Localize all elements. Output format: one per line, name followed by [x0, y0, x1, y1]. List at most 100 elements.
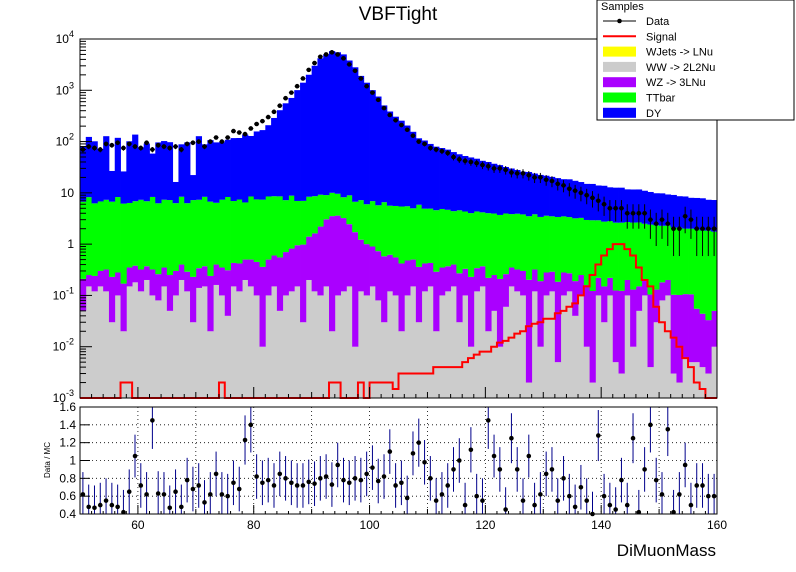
hist-bar — [276, 196, 284, 258]
hist-bar — [236, 263, 243, 292]
hist-bar — [201, 196, 208, 267]
hist-bar — [404, 260, 411, 296]
hist-bar — [693, 308, 701, 363]
hist-bar — [601, 286, 608, 323]
ratio-point — [306, 459, 312, 505]
ratio-point — [497, 447, 503, 492]
hist-bar — [97, 201, 104, 271]
ratio-point — [422, 439, 427, 485]
ratio-point — [300, 463, 306, 508]
hist-bar — [427, 262, 434, 287]
hist-bar — [491, 213, 498, 276]
data-marker — [329, 50, 335, 55]
hist-bar — [554, 178, 562, 217]
ratio-y-tick-label: 1 — [69, 454, 76, 468]
ratio-point — [155, 471, 161, 514]
data-point — [526, 170, 532, 181]
ratio-point — [474, 473, 479, 514]
hist-bar — [132, 282, 139, 398]
hist-bar — [178, 196, 185, 265]
data-point — [103, 141, 109, 147]
hist-bar — [415, 266, 423, 323]
ratio-marker — [677, 492, 682, 497]
ratio-marker — [115, 504, 120, 510]
ratio-point — [595, 410, 601, 462]
ratio-point — [225, 473, 230, 514]
ratio-marker — [503, 507, 508, 512]
data-marker — [277, 103, 283, 109]
ratio-point — [572, 484, 578, 514]
hist-bar — [531, 269, 538, 292]
hist-bar — [705, 373, 712, 398]
hist-bar — [184, 142, 191, 204]
ratio-point — [167, 485, 173, 514]
hist-bar — [213, 202, 220, 265]
hist-bar — [323, 219, 330, 287]
data-point — [126, 141, 132, 147]
hist-bar — [415, 138, 423, 205]
hist-bar — [508, 267, 515, 287]
data-point — [340, 56, 346, 61]
hist-bar — [340, 218, 347, 292]
ratio-point — [543, 451, 549, 497]
hist-bar — [166, 200, 174, 276]
data-point — [207, 139, 213, 144]
hist-bar — [496, 165, 504, 215]
data-point — [543, 175, 549, 186]
ratio-point — [682, 442, 688, 488]
hist-bar — [300, 244, 307, 323]
data-marker — [248, 126, 254, 131]
hist-bar — [682, 294, 689, 359]
hist-bar — [195, 268, 203, 288]
data-marker — [688, 217, 694, 222]
hist-bar — [491, 275, 498, 311]
ratio-marker — [346, 480, 352, 486]
data-point — [120, 145, 126, 151]
hist-bar — [126, 286, 133, 398]
hist-bar — [161, 199, 168, 268]
data-marker — [584, 192, 590, 198]
hist-bar — [375, 251, 382, 301]
hist-bar — [247, 286, 255, 398]
legend: Samples Data Signal WJets -> LNu WW -> 2L2N… — [596, 0, 795, 121]
data-point — [532, 172, 538, 184]
data-marker — [352, 68, 358, 74]
ratio-marker — [242, 437, 248, 443]
data-point — [688, 209, 694, 239]
ratio-point — [323, 454, 329, 499]
signal-line — [80, 243, 717, 399]
hist-bar — [653, 225, 660, 290]
data-point — [288, 90, 294, 95]
data-point — [711, 216, 717, 257]
hist-bar — [647, 191, 654, 225]
data-marker — [648, 217, 653, 222]
data-point — [230, 128, 236, 134]
ratio-point — [503, 487, 508, 514]
hist-bar — [201, 144, 208, 197]
hist-bar — [137, 147, 145, 200]
hist-bar — [155, 142, 162, 204]
ratio-marker — [271, 483, 277, 488]
hist-bar — [508, 214, 515, 268]
hist-bar — [635, 286, 643, 311]
data-marker — [480, 162, 485, 168]
hist-bar — [612, 222, 619, 291]
hist-bar — [531, 214, 538, 270]
ratio-point — [260, 460, 265, 506]
hist-bar — [705, 320, 712, 374]
data-point — [647, 209, 653, 239]
ratio-marker — [86, 504, 91, 510]
ratio-point — [410, 431, 416, 476]
hist-layer-wz-3lnu — [80, 215, 718, 383]
data-marker — [346, 62, 352, 67]
data-point — [456, 156, 462, 163]
hist-bar — [427, 143, 434, 209]
data-point — [555, 178, 561, 191]
hist-bar — [213, 142, 220, 203]
data-point — [491, 164, 497, 173]
hist-bar — [404, 206, 411, 261]
ratio-marker — [184, 477, 190, 483]
ratio-point — [480, 478, 485, 514]
ratio-point — [457, 438, 462, 483]
main-histogram — [80, 51, 718, 398]
